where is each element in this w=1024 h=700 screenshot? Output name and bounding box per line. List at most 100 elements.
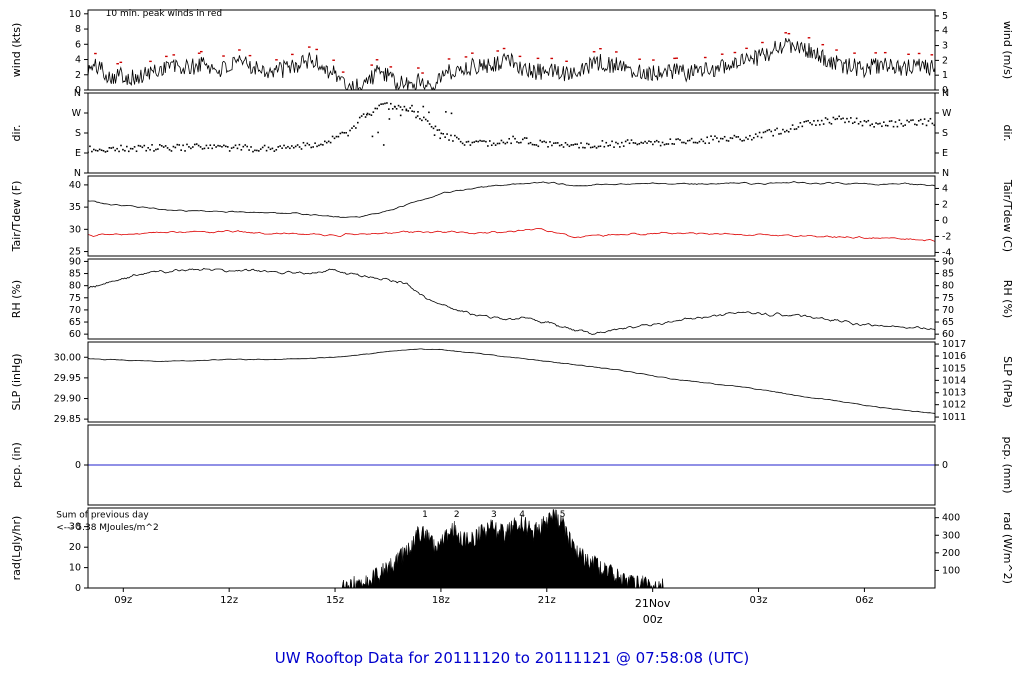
scatter-dot	[884, 124, 887, 127]
scatter-dot	[100, 149, 103, 152]
scatter-dot	[597, 145, 600, 148]
scatter-dot	[461, 142, 464, 145]
panel-wind: 0 2 4 6 8 10 0 1 2 3 4 5 wind (kts) wind (m/s) 10 min.…	[10, 9, 1014, 96]
scatter-dot	[151, 144, 153, 146]
scatter-dot	[787, 130, 790, 133]
scatter-dot	[131, 147, 134, 150]
left-tick-label: E	[75, 148, 81, 159]
left-tick-label: 29.90	[54, 393, 81, 404]
scatter-dot	[772, 134, 774, 137]
peak-dot	[307, 46, 311, 48]
peak-dot	[238, 49, 241, 51]
right-tick-label: 300	[942, 530, 960, 541]
series-slp	[88, 348, 935, 414]
scatter-dot	[256, 149, 258, 152]
x-tick-label: 09z	[114, 595, 132, 606]
scatter-dot	[197, 144, 200, 147]
scatter-dot	[615, 141, 617, 144]
scatter-dot	[857, 122, 860, 125]
left-tick-label: 2	[75, 70, 81, 81]
scatter-dot	[263, 144, 266, 147]
scatter-dot	[94, 149, 97, 152]
scatter-dot	[246, 145, 248, 148]
peak-dot	[375, 59, 379, 61]
scatter-dot	[371, 135, 374, 138]
scatter-dot	[254, 149, 256, 152]
panel-border	[87, 258, 936, 340]
scatter-dot	[479, 139, 481, 142]
scatter-dot	[360, 115, 363, 117]
scatter-dot	[96, 150, 99, 152]
scatter-dot	[925, 124, 928, 127]
scatter-dot	[362, 113, 365, 115]
scatter-dot	[832, 116, 835, 119]
left-axis-title: Tair/Tdew (F)	[10, 181, 23, 253]
scatter-dot	[747, 138, 749, 140]
right-tick-label: 75	[942, 293, 954, 304]
scatter-dot	[104, 151, 107, 153]
scatter-dot	[681, 141, 683, 144]
scatter-dot	[797, 126, 800, 128]
scatter-dot	[500, 139, 503, 142]
scatter-dot	[409, 107, 412, 109]
scatter-dot	[826, 118, 829, 121]
right-tick-label: 100	[942, 565, 960, 576]
scatter-dot	[782, 128, 784, 131]
scatter-dot	[784, 130, 786, 133]
scatter-dot	[327, 140, 330, 143]
scatter-dot	[589, 146, 592, 149]
scatter-dot	[931, 122, 934, 125]
peak-dot	[149, 60, 152, 63]
right-tick-label: 70	[942, 305, 954, 316]
scatter-dot	[807, 119, 809, 122]
panel-rad: 0 10 20 30 100 200 300 400 rad(Lgly/hr) rad (W/m^…	[10, 507, 1014, 594]
scatter-dot	[801, 125, 804, 128]
scatter-dot	[735, 136, 738, 138]
scatter-dot	[875, 122, 877, 124]
scatter-dot	[642, 142, 644, 144]
scatter-dot	[591, 146, 594, 149]
annotation-text: <--- 5.38 MJoules/m^2	[56, 523, 158, 533]
scatter-dot	[230, 147, 233, 149]
scatter-dot	[188, 146, 190, 148]
scatter-dot	[496, 142, 499, 145]
scatter-dot	[818, 123, 821, 126]
scatter-dot	[595, 147, 598, 149]
scatter-dot	[488, 140, 491, 142]
scatter-dot	[236, 147, 239, 150]
scatter-dot	[283, 144, 285, 147]
scatter-dot	[405, 108, 408, 111]
left-axis-title: RH (%)	[10, 280, 23, 318]
scatter-dot	[731, 137, 734, 140]
scatter-dot	[675, 138, 677, 141]
right-tick-label: 2	[942, 55, 948, 66]
peak-dot	[807, 37, 811, 39]
scatter-dot	[465, 141, 468, 143]
peak-dot	[199, 50, 203, 53]
scatter-dot	[341, 131, 344, 134]
date-label-day: 21Nov	[635, 597, 671, 610]
panel-border	[87, 341, 936, 423]
scatter-dot	[394, 106, 396, 108]
left-tick-label: W	[72, 108, 82, 119]
right-tick-label: E	[942, 148, 948, 159]
scatter-dot	[690, 137, 693, 140]
scatter-dot	[382, 144, 385, 146]
series-group	[88, 32, 935, 90]
left-tick-label: 60	[69, 329, 81, 340]
scatter-dot	[584, 146, 586, 149]
left-tick-label: 8	[75, 24, 81, 35]
scatter-dot	[228, 150, 231, 152]
scatter-dot	[582, 146, 584, 149]
left-tick-label: 6	[75, 39, 81, 50]
scatter-dot	[665, 143, 668, 145]
annotation-text: 4	[519, 510, 525, 520]
scatter-dot	[353, 125, 355, 128]
scatter-dot	[523, 137, 526, 139]
left-axis-title: wind (kts)	[10, 23, 23, 78]
right-tick-label: 1013	[942, 388, 966, 399]
scatter-dot	[613, 146, 615, 148]
scatter-dot	[789, 128, 792, 130]
scatter-dot	[718, 140, 720, 143]
scatter-dot	[917, 119, 920, 122]
